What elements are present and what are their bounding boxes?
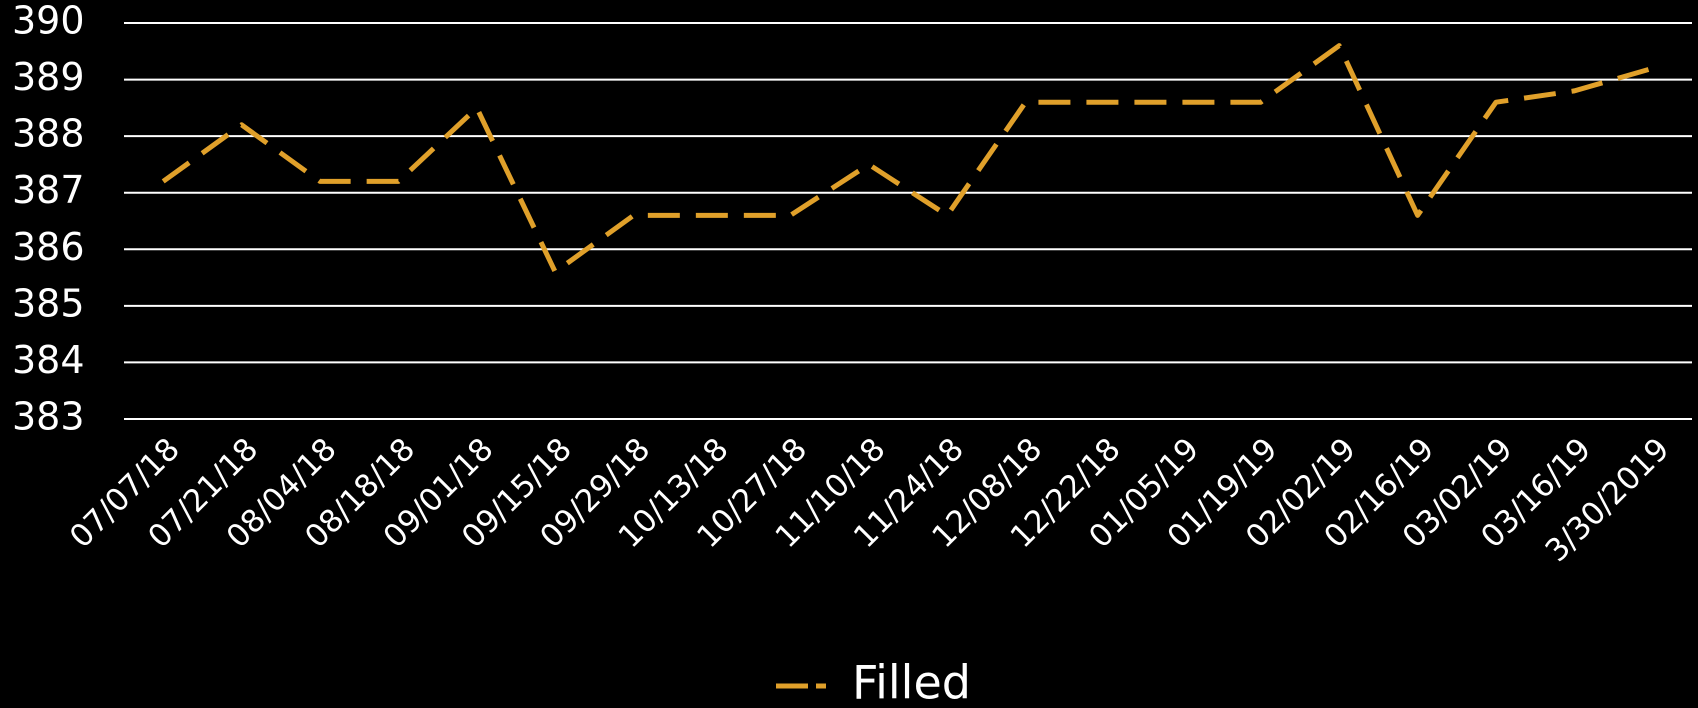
y-tick-label: 388 <box>12 112 85 156</box>
y-tick-label: 385 <box>12 281 85 325</box>
y-tick-label: 389 <box>12 55 85 99</box>
y-tick-label: 386 <box>12 225 85 269</box>
y-tick-label: 390 <box>12 0 85 43</box>
y-tick-label: 384 <box>12 338 85 382</box>
legend-label: Filled <box>852 656 971 708</box>
y-tick-label: 387 <box>12 168 85 212</box>
y-tick-label: 383 <box>12 395 85 439</box>
line-series <box>161 43 1654 275</box>
